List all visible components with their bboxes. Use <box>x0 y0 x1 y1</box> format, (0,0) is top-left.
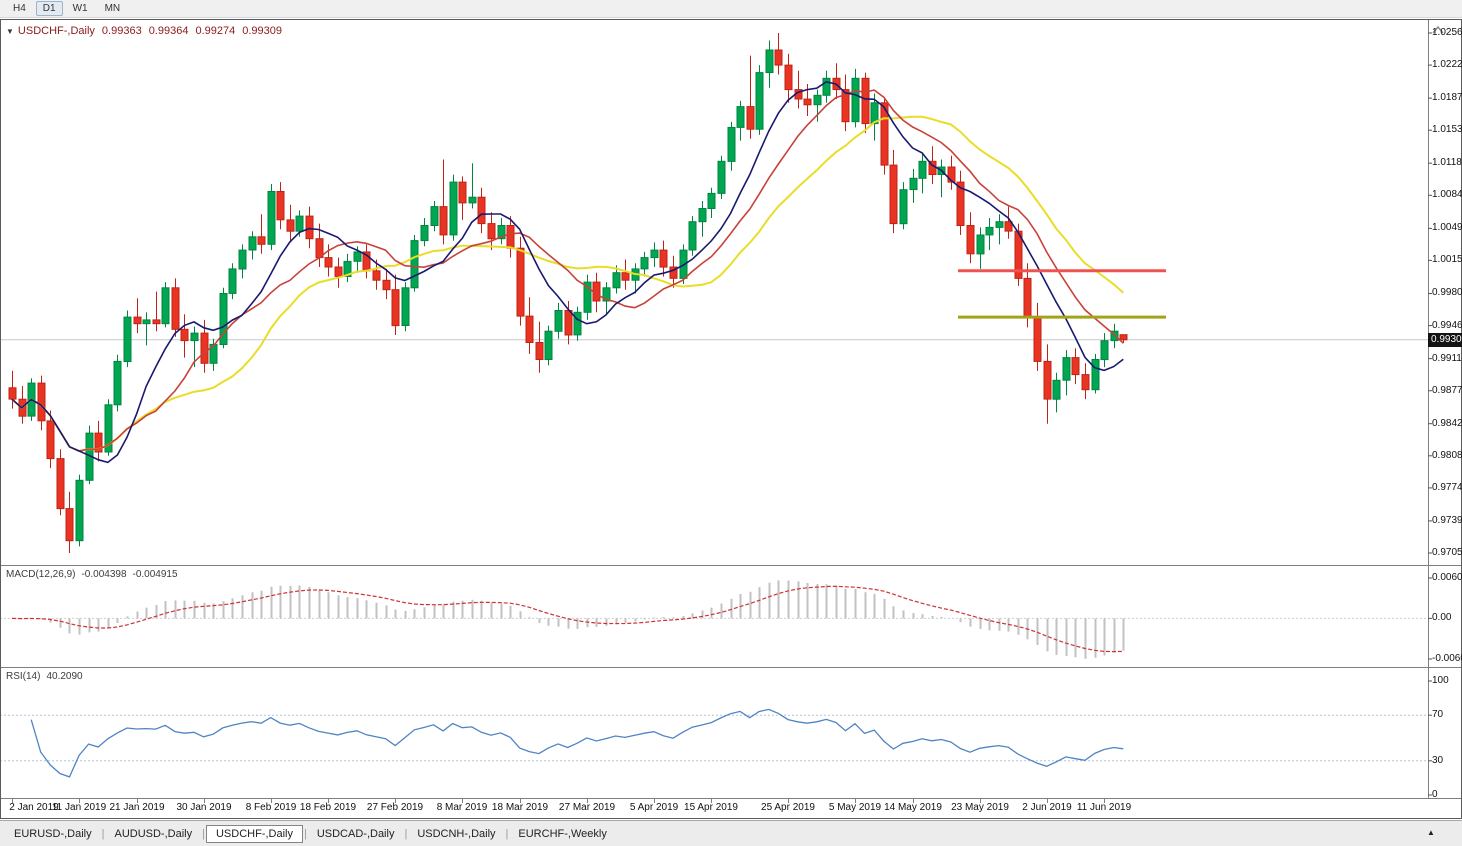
collapse-triangle-icon[interactable]: ▼ <box>6 27 14 36</box>
rsi-axis-label: 0 <box>1432 789 1438 800</box>
date-label: 30 Jan 2019 <box>176 802 232 813</box>
chart-tab-audusd-daily[interactable]: AUDUSD-,Daily <box>114 827 193 840</box>
date-label: 8 Feb 2019 <box>245 802 297 813</box>
date-label: 11 Jun 2019 <box>1076 802 1132 813</box>
date-label: 27 Feb 2019 <box>366 802 424 813</box>
date-label: 11 Jan 2019 <box>51 802 107 813</box>
macd-signal-value: -0.004915 <box>132 569 178 580</box>
timeframe-w1-button[interactable]: W1 <box>72 3 88 14</box>
tab-separator: | <box>303 827 307 840</box>
tab-separator: | <box>101 827 105 840</box>
date-label: 2 Jun 2019 <box>1022 802 1072 813</box>
rsi-name: RSI(14) <box>6 671 41 682</box>
tab-separator: | <box>202 827 205 840</box>
ma-fast-blue-line <box>11 80 1124 464</box>
price-axis-label: 1.01870 <box>1432 92 1462 103</box>
date-label: 27 Mar 2019 <box>558 802 616 813</box>
chart-header: ▼ USDCHF-,Daily 0.99363 0.99364 0.99274 0.993… <box>6 25 282 37</box>
pane-frame <box>0 19 1462 819</box>
rsi-value: 40.2090 <box>46 671 83 682</box>
date-label: 25 Apr 2019 <box>761 802 815 813</box>
chart-canvas[interactable] <box>0 19 1462 819</box>
chart-tab-bar: EURUSD-,Daily | AUDUSD-,Daily | USDCHF-,Dail… <box>0 820 1462 846</box>
date-label: 18 Feb 2019 <box>299 802 357 813</box>
price-axis-label: 1.00490 <box>1432 222 1462 233</box>
date-label: 21 Jan 2019 <box>109 802 165 813</box>
macd-indicator-label: MACD(12,26,9) -0.004398 -0.004915 <box>6 569 178 580</box>
date-label: 14 May 2019 <box>884 802 942 813</box>
chevron-up-icon[interactable] <box>1432 25 1444 34</box>
close-value: 0.99309 <box>242 25 282 37</box>
date-label: 5 Apr 2019 <box>629 802 679 813</box>
time-axis-ticks <box>12 798 1105 803</box>
chart-tab-usdcad-daily[interactable]: USDCAD-,Daily <box>316 827 395 840</box>
macd-name: MACD(12,26,9) <box>6 569 76 580</box>
tab-separator: | <box>505 827 509 840</box>
date-label: 18 Mar 2019 <box>491 802 549 813</box>
date-label: 15 Apr 2019 <box>684 802 738 813</box>
high-value: 0.99364 <box>148 25 189 37</box>
price-axis-label: 1.01180 <box>1432 157 1462 168</box>
macd-value: -0.004398 <box>81 569 127 580</box>
chart-window: ▼ USDCHF-,Daily 0.99363 0.99364 0.99274 0.993… <box>0 19 1462 819</box>
axis-ticks <box>1428 32 1432 796</box>
symbol-label: USDCHF-,Daily <box>17 25 95 37</box>
tab-list-arrow-icon[interactable]: ▲ <box>1427 828 1435 837</box>
chart-tab-eurchf-weekly[interactable]: EURCHF-,Weekly <box>518 827 607 840</box>
timeframe-toolbar: H4 D1 W1 MN <box>0 0 1462 18</box>
ma-slow-yellow-line <box>11 115 1124 453</box>
ma-mid-red-line <box>11 89 1124 452</box>
timeframe-mn-button[interactable]: MN <box>104 3 121 14</box>
price-axis-label: 1.01530 <box>1432 124 1462 135</box>
macd-layer <box>0 580 1428 659</box>
macd-axis-label: 0.00 <box>1432 612 1452 623</box>
chart-tab-usdcnh-daily[interactable]: USDCNH-,Daily <box>417 827 496 840</box>
price-axis-label: 1.00840 <box>1432 189 1462 200</box>
rsi-axis-label: 100 <box>1432 675 1449 686</box>
rsi-axis-label: 30 <box>1432 755 1444 766</box>
date-label: 23 May 2019 <box>951 802 1009 813</box>
date-label: 8 Mar 2019 <box>436 802 488 813</box>
rsi-axis-label: 70 <box>1432 709 1444 720</box>
timeframe-h4-button[interactable]: H4 <box>13 3 26 14</box>
price-axis-label: 1.02560 <box>1432 27 1462 38</box>
date-label: 5 May 2019 <box>828 802 882 813</box>
low-value: 0.99274 <box>195 25 236 37</box>
price-axis-label: 1.02220 <box>1432 59 1462 70</box>
tab-separator: | <box>404 827 408 840</box>
chart-tab-eurusd-daily[interactable]: EURUSD-,Daily <box>14 827 92 840</box>
open-value: 0.99363 <box>101 25 142 37</box>
timeframe-d1-button[interactable]: D1 <box>35 1 63 16</box>
chart-tab-usdchf-daily[interactable]: USDCHF-,Daily <box>205 824 303 843</box>
rsi-indicator-label: RSI(14) 40.2090 <box>6 671 83 682</box>
candles-layer <box>8 33 1128 553</box>
rsi-layer <box>0 708 1428 778</box>
current-price-badge: 0.99309 <box>1428 333 1462 347</box>
macd-axis-label: -0.006096 <box>1432 653 1462 664</box>
date-label: 2 Jan 2019 <box>9 802 59 813</box>
macd-axis-label: 0.006058 <box>1432 572 1462 583</box>
